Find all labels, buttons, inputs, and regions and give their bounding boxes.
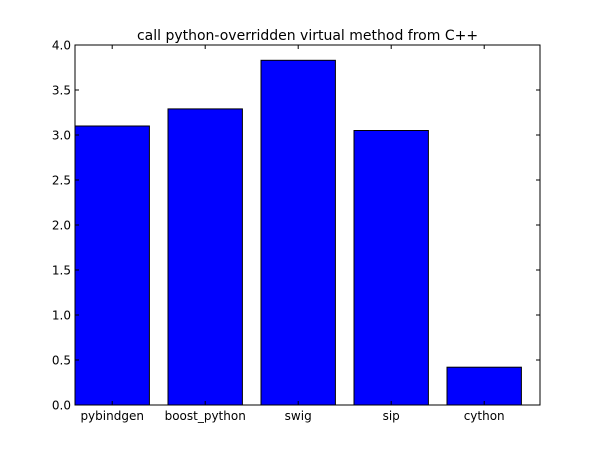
bar-cython	[446, 366, 522, 406]
labels-layer: pybindgen boost_python swig sip cython 0.0 0.5…	[52, 39, 505, 424]
chart-title: call python-overridden virtual method fr…	[137, 28, 478, 44]
bars-layer	[74, 59, 522, 406]
y-tick-label: 3.0	[52, 129, 71, 143]
bar-pybindgen	[74, 125, 150, 406]
ticks-layer	[75, 44, 540, 406]
y-tick-label: 4.0	[52, 39, 71, 53]
x-tick-label: swig	[285, 409, 312, 423]
y-tick-label: 0.5	[52, 354, 71, 368]
y-tick-label: 2.5	[52, 174, 71, 188]
x-tick-label: pybindgen	[80, 409, 144, 423]
y-tick-label: 1.0	[52, 309, 71, 323]
bar-swig	[260, 59, 336, 406]
x-tick-label: sip	[383, 409, 400, 423]
y-tick-label: 0.0	[52, 399, 71, 413]
x-tick-label: boost_python	[165, 409, 246, 423]
y-tick-label: 1.5	[52, 264, 71, 278]
x-tick-label: cython	[464, 409, 505, 423]
y-tick-label: 2.0	[52, 219, 71, 233]
bar-sip	[353, 130, 429, 406]
bar-boost_python	[167, 108, 243, 406]
y-tick-label: 3.5	[52, 84, 71, 98]
